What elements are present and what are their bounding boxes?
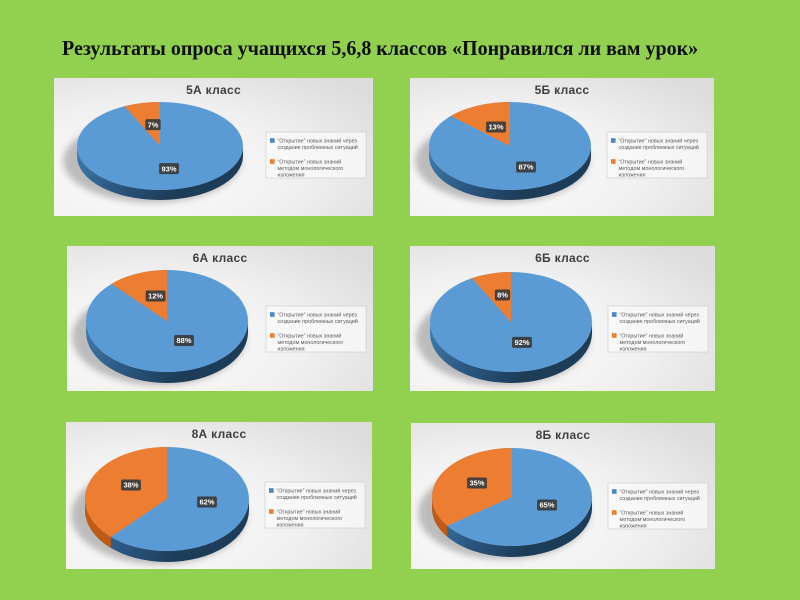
svg-text:“Открытие” новых знаний через: “Открытие” новых знаний через [278,138,358,145]
svg-text:“Открытие” новых знаний: “Открытие” новых знаний [278,159,342,166]
svg-text:5А класс: 5А класс [186,83,241,97]
svg-text:92%: 92% [514,338,529,347]
svg-text:“Открытие” новых знаний: “Открытие” новых знаний [277,509,341,516]
svg-text:методом монологического: методом монологического [619,166,685,172]
svg-text:изложения: изложения [278,347,305,353]
svg-text:“Открытие” новых знаний: “Открытие” новых знаний [619,159,683,166]
svg-text:изложения: изложения [278,173,305,179]
svg-text:62%: 62% [199,498,214,507]
svg-text:“Открытие” новых знаний: “Открытие” новых знаний [620,510,684,517]
svg-text:“Открытие” новых знаний через: “Открытие” новых знаний через [278,312,358,319]
svg-text:6Б класс: 6Б класс [535,251,590,265]
svg-text:создание проблемных ситуаций: создание проблемных ситуаций [278,144,358,151]
svg-text:13%: 13% [488,123,503,132]
svg-text:создание проблемных ситуаций: создание проблемных ситуаций [278,318,358,325]
svg-text:“Открытие” новых знаний через: “Открытие” новых знаний через [277,488,357,495]
svg-text:65%: 65% [539,501,554,510]
svg-text:87%: 87% [518,163,533,172]
svg-text:создание проблемных ситуаций: создание проблемных ситуаций [277,494,357,501]
svg-text:методом монологического: методом монологического [278,166,344,172]
svg-text:методом монологического: методом монологического [620,517,686,523]
svg-text:12%: 12% [148,292,163,301]
svg-text:6А класс: 6А класс [193,251,248,265]
svg-text:“Открытие” новых знаний: “Открытие” новых знаний [620,333,684,340]
svg-text:8А класс: 8А класс [192,427,247,441]
svg-text:изложения: изложения [619,173,646,179]
svg-text:“Открытие” новых знаний через: “Открытие” новых знаний через [619,138,699,145]
svg-text:93%: 93% [161,164,176,173]
svg-text:изложения: изложения [277,523,304,529]
svg-text:изложения: изложения [620,347,647,353]
svg-text:8%: 8% [497,291,508,300]
svg-text:методом монологического: методом монологического [277,516,343,522]
svg-text:изложения: изложения [620,524,647,530]
svg-text:8Б класс: 8Б класс [536,428,591,442]
svg-text:методом монологического: методом монологического [278,340,344,346]
svg-text:38%: 38% [123,481,138,490]
svg-text:88%: 88% [176,336,191,345]
svg-text:создание проблемных ситуаций: создание проблемных ситуаций [619,144,699,151]
svg-text:создание проблемных ситуаций: создание проблемных ситуаций [620,495,700,502]
svg-text:создание проблемных ситуаций: создание проблемных ситуаций [620,318,700,325]
svg-text:7%: 7% [148,120,159,129]
svg-text:35%: 35% [469,479,484,488]
svg-text:методом монологического: методом монологического [620,340,686,346]
svg-text:“Открытие” новых знаний через: “Открытие” новых знаний через [620,312,700,319]
svg-text:“Открытие” новых знаний: “Открытие” новых знаний [278,333,342,340]
svg-text:“Открытие” новых знаний через: “Открытие” новых знаний через [620,489,700,496]
svg-text:5Б класс: 5Б класс [535,83,590,97]
